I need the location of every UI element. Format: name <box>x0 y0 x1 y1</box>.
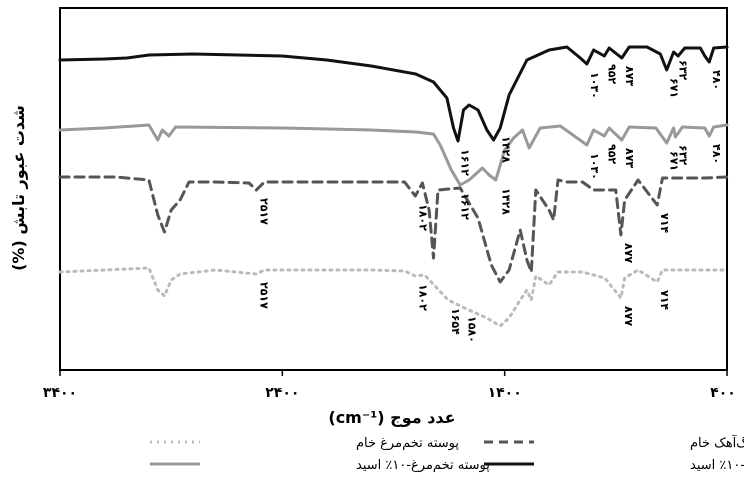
series-line-3 <box>58 175 729 284</box>
peak-label: ۸۷۷ <box>622 243 635 263</box>
peak-label: ۸۷۷ <box>622 306 635 326</box>
peak-label: ۴۸۰ <box>710 70 723 90</box>
peak-label: ۶۷۱ <box>668 78 681 98</box>
x-axis-label: عدد موج (cm⁻¹) <box>328 408 455 427</box>
x-tick-label: ۱۴۰۰ <box>488 385 522 401</box>
peak-label: ۱۶۱۲ <box>459 149 472 176</box>
peak-label: ۶۷۱ <box>668 151 681 171</box>
peak-label: ۱۵۸۰ <box>466 316 479 343</box>
peak-label: ۸۷۳ <box>623 66 636 86</box>
x-tick-label: ۲۴۰۰ <box>265 385 299 401</box>
peak-label: ۶۳۲ <box>676 145 689 165</box>
peak-label: ۱۸۰۲ <box>416 204 429 231</box>
series-line-2 <box>58 123 729 187</box>
peak-label: ۱۶۵۴ <box>449 308 462 335</box>
series-line-4 <box>58 266 729 328</box>
legend-label: سنگ‌آهک-۱۰٪ اسید <box>690 456 744 473</box>
peak-label: ۸۷۳ <box>623 148 636 168</box>
legend-label: سنگ‌آهک خام <box>690 434 744 451</box>
peak-label: ۷۱۴ <box>658 213 671 233</box>
x-axis-ticks: ۳۴۰۰ ۲۴۰۰ ۱۴۰۰ ۴۰۰ <box>43 370 736 401</box>
peak-label: ۷۱۴ <box>658 290 671 310</box>
series-layer <box>58 45 729 328</box>
x-tick-label: ۳۴۰۰ <box>43 385 77 401</box>
legend: سنگ‌آهک خام سنگ‌آهک-۱۰٪ اسید پوسته تخم‌مرغ… <box>150 434 744 473</box>
peak-label: ۹۵۲ <box>605 64 618 84</box>
peak-label: ۲۵۱۷ <box>257 198 270 225</box>
peak-label: ۱۴۲۸ <box>499 136 512 163</box>
peak-label: ۶۳۲ <box>676 60 689 80</box>
series-line-1 <box>58 45 729 143</box>
peak-label: ۱۸۰۲ <box>416 284 429 311</box>
peak-label: ۲۵۱۷ <box>257 282 270 309</box>
peak-label: ۹۵۲ <box>605 144 618 164</box>
peak-label: ۴۸۰ <box>710 144 723 164</box>
peak-label: ۱۶۱۲ <box>459 193 472 220</box>
x-tick-label: ۴۰۰ <box>710 385 736 401</box>
peak-label: ۱۰۳۰ <box>588 72 601 99</box>
legend-label: پوسته تخم‌مرغ خام <box>356 436 459 451</box>
plot-frame <box>59 7 728 371</box>
peak-label: ۱۴۲۸ <box>499 188 512 215</box>
peak-label: ۱۰۳۰ <box>588 153 601 180</box>
legend-label: پوسته تخم‌مرغ-۱۰٪ اسید <box>356 458 490 473</box>
y-axis-label: شدت عبور تابش (%) <box>9 105 28 271</box>
